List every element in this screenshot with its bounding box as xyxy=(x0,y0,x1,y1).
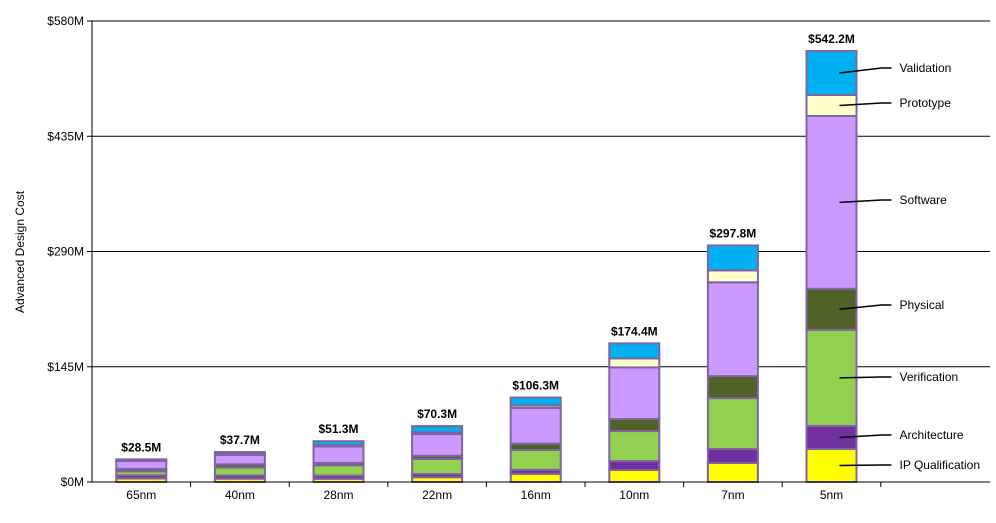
series-label: Physical xyxy=(900,298,945,312)
bar-segment-architecture xyxy=(608,460,661,471)
x-tick-label: 40nm xyxy=(225,488,255,502)
bar-segment-architecture xyxy=(706,448,759,465)
series-label: Prototype xyxy=(900,96,952,110)
total-label: $70.3M xyxy=(417,407,457,421)
bars: $28.5M $37.7M $51.3M $70.3M $106.3M $174.4M $2… xyxy=(115,32,858,484)
bar-segment-ip-qualification xyxy=(706,462,759,484)
series-label: Verification xyxy=(900,370,959,384)
leader-line xyxy=(839,304,892,311)
x-tick-label: 28nm xyxy=(323,488,353,502)
bar-segment-prototype xyxy=(706,269,759,284)
bar-segment-verification xyxy=(706,397,759,451)
bar-segment-physical xyxy=(805,287,858,331)
x-axis: 65nm 40nm 28nm 22nm 16nm 10nm 7nm 5nm xyxy=(91,21,990,502)
bar-segment-physical xyxy=(608,418,661,433)
total-label: $542.2M xyxy=(808,32,855,46)
bar-segment-physical xyxy=(706,375,759,400)
y-axis-label: Advanced Design Cost xyxy=(13,190,27,313)
bar-segment-validation xyxy=(706,244,759,272)
bar-segment-validation xyxy=(805,50,858,96)
bar-segment-verification xyxy=(411,457,464,476)
bar-segment-software xyxy=(706,281,759,378)
bar-segment-verification xyxy=(312,464,365,477)
y-tick-label: $435M xyxy=(47,129,84,143)
bar-segment-validation xyxy=(509,396,562,407)
bar-segment-software xyxy=(608,366,661,421)
x-tick-label: 7nm xyxy=(721,488,744,502)
x-tick-label: 65nm xyxy=(126,488,156,502)
y-tick-label: $580M xyxy=(47,14,84,28)
series-annotations: IP Qualification Architecture Verification… xyxy=(839,61,981,472)
x-tick-label: 16nm xyxy=(521,488,551,502)
series-label: Validation xyxy=(900,61,952,75)
total-label: $51.3M xyxy=(318,422,358,436)
bar-segment-software xyxy=(411,433,464,457)
y-axis-ticks: $0M $145M $290M $435M $580M xyxy=(47,14,92,489)
bar-segment-validation xyxy=(312,440,365,447)
bar-segment-validation xyxy=(213,451,266,456)
y-tick-label: $0M xyxy=(61,475,84,489)
total-label: $28.5M xyxy=(121,440,161,454)
x-tick-label: 5nm xyxy=(820,488,843,502)
total-label: $37.7M xyxy=(220,433,260,447)
series-label: Architecture xyxy=(900,428,964,442)
y-tick-label: $290M xyxy=(47,245,84,259)
series-label: IP Qualification xyxy=(900,458,981,472)
leader-line xyxy=(839,102,892,107)
total-label: $297.8M xyxy=(710,226,757,240)
bar-segment-verification xyxy=(509,448,562,471)
leader-line xyxy=(839,67,892,74)
bar-segment-software xyxy=(213,453,266,466)
bar-segment-validation xyxy=(411,425,464,434)
leader-line xyxy=(839,199,892,204)
x-tick-label: 22nm xyxy=(422,488,452,502)
bar-segment-validation xyxy=(608,342,661,360)
series-label: Software xyxy=(900,193,948,207)
bar-segment-verification xyxy=(608,430,661,463)
bar-segment-software xyxy=(312,445,365,464)
bar-segment-verification xyxy=(213,466,266,477)
bar-segment-ip-qualification xyxy=(608,468,661,484)
x-tick-label: 10nm xyxy=(619,488,649,502)
bar-segment-ip-qualification xyxy=(509,472,562,483)
bar-segment-software xyxy=(115,459,168,470)
leader-line xyxy=(839,464,892,467)
leader-line xyxy=(839,376,892,379)
bar-segment-software xyxy=(509,406,562,445)
total-label: $106.3M xyxy=(512,379,559,393)
total-label: $174.4M xyxy=(611,324,658,338)
bar-segment-validation xyxy=(115,458,168,462)
leader-line xyxy=(839,434,892,439)
bar-segment-prototype xyxy=(608,357,661,369)
y-tick-label: $145M xyxy=(47,360,84,374)
